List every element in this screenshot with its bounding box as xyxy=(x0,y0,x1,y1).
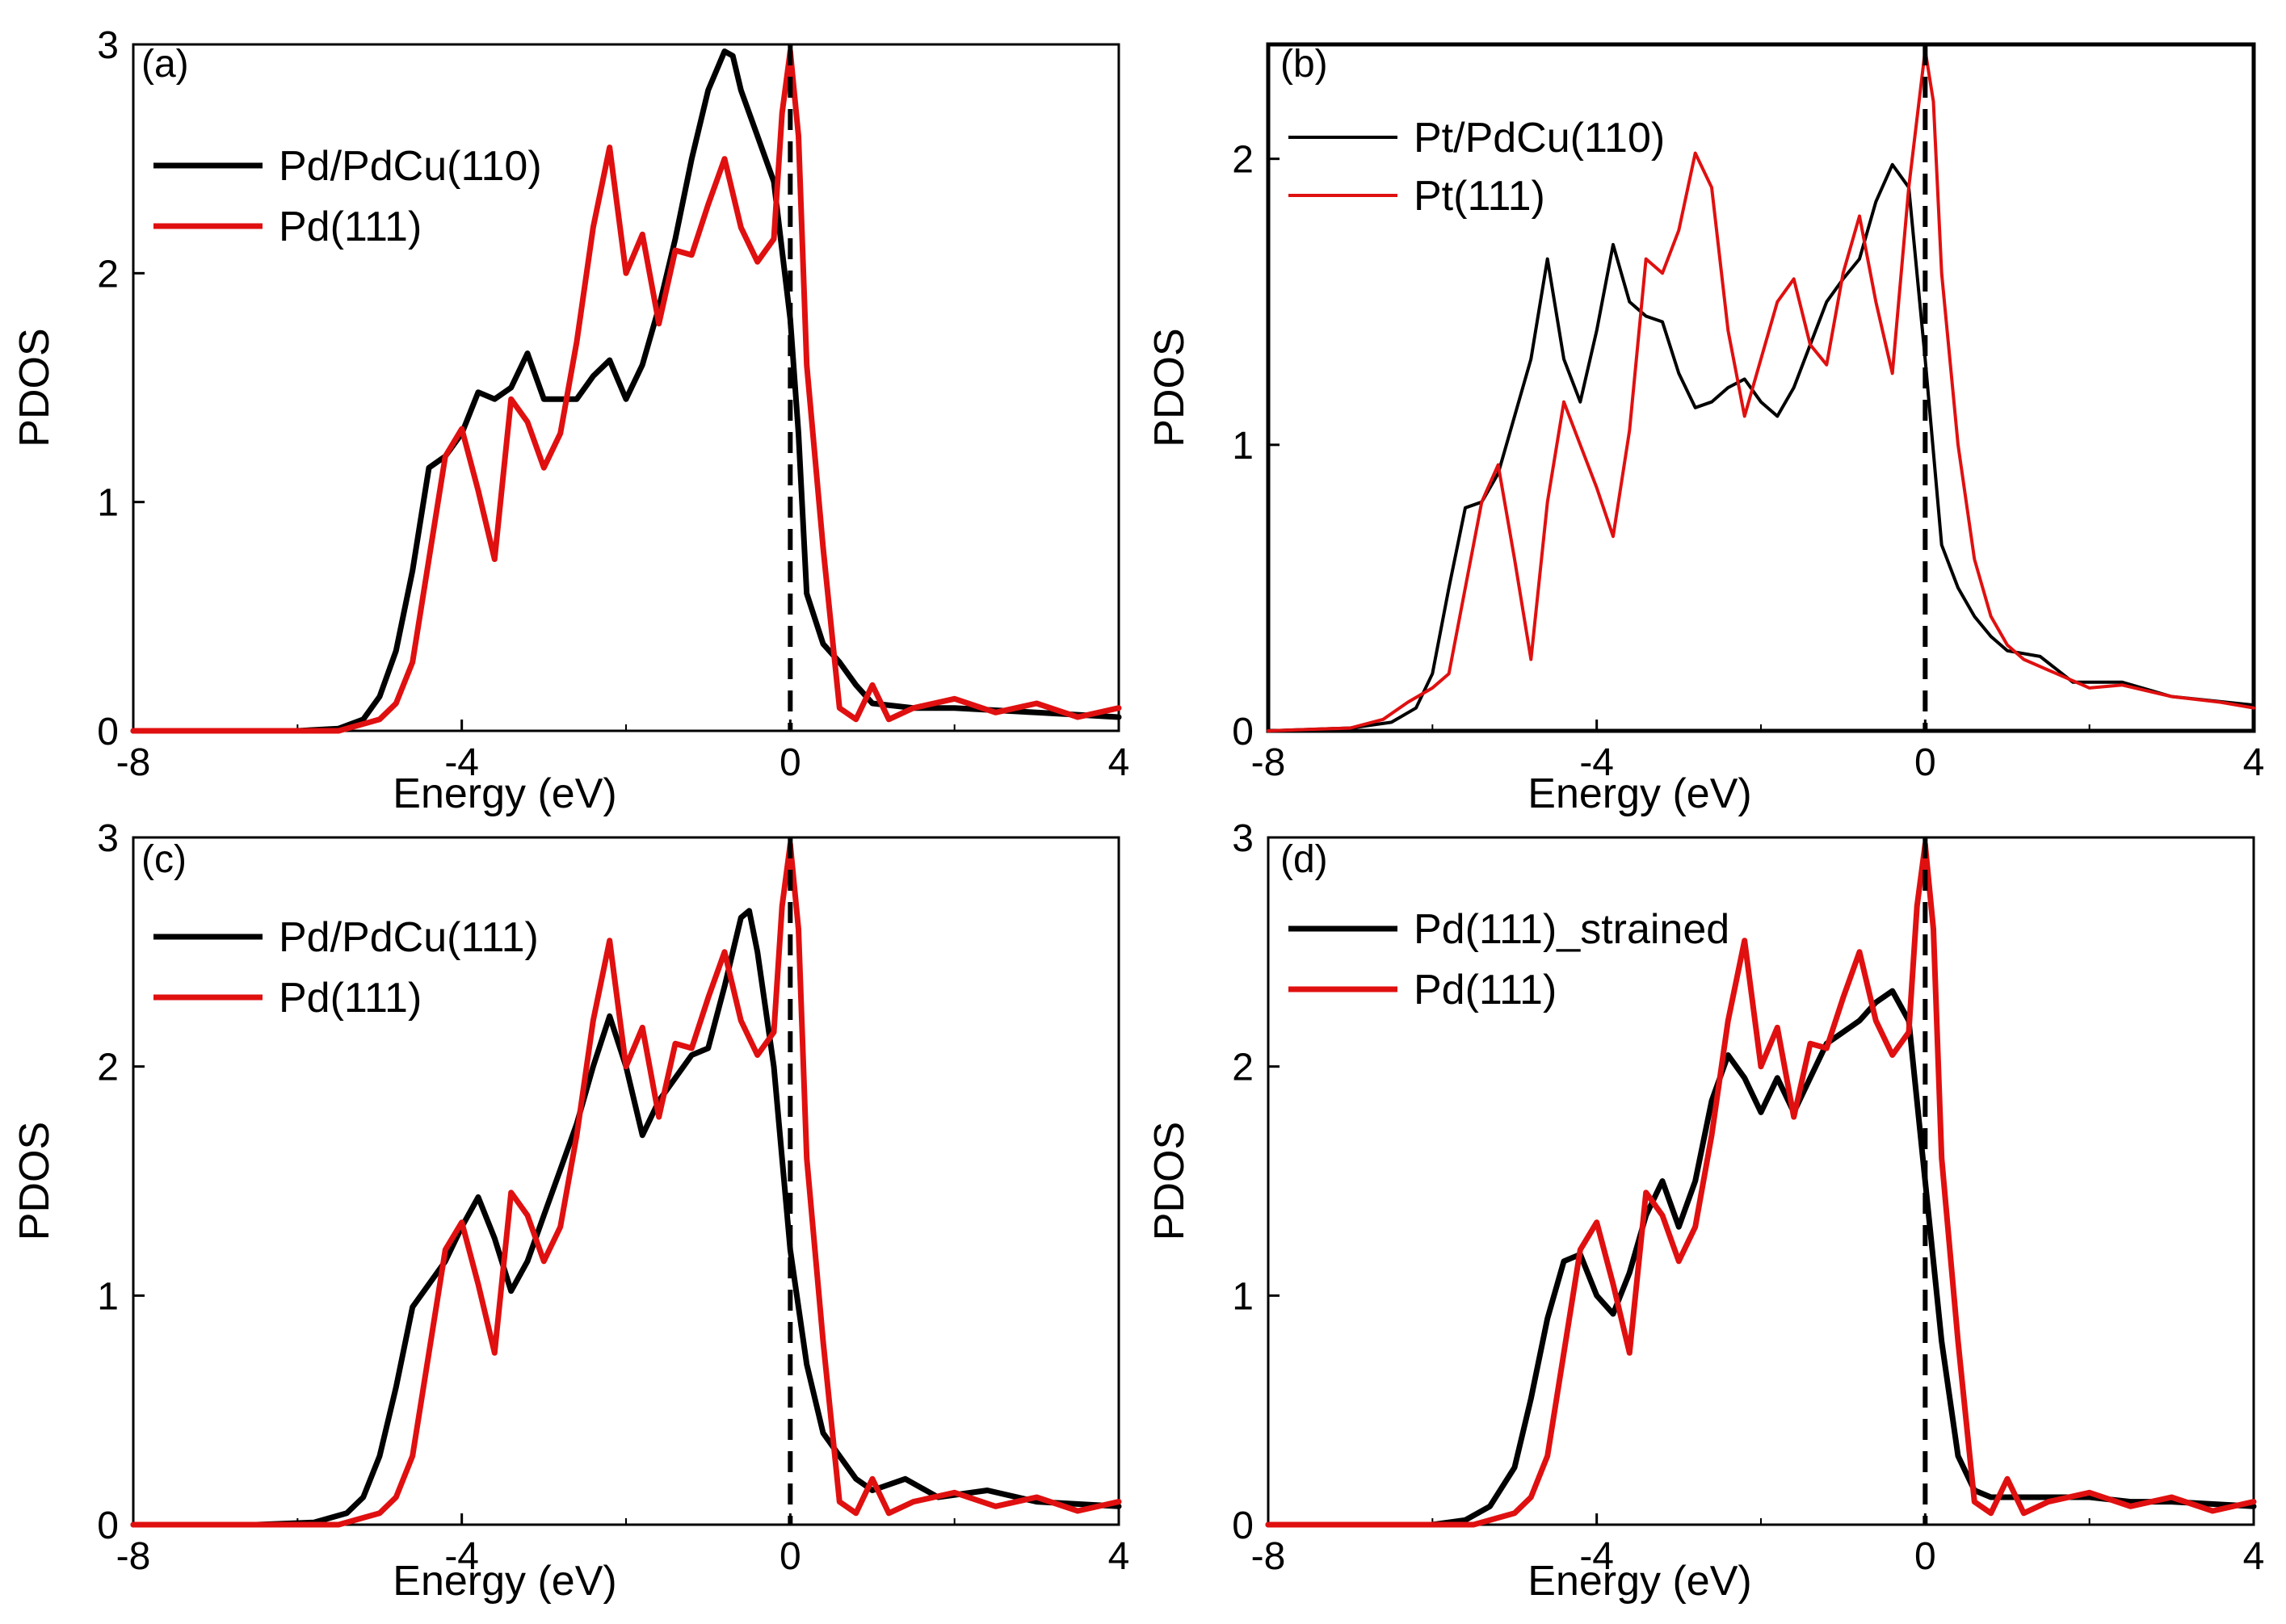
chart-d-ytick-label: 0 xyxy=(1232,1504,1254,1547)
chart-d-ytick-label: 3 xyxy=(1232,817,1254,860)
chart-d-group: -8 -4 0 4 0 1 2 3 Energy (eV) PDOS (d) Pd(111)_stra… xyxy=(1146,817,2264,1605)
chart-c-xtick-label: -8 xyxy=(116,1535,151,1578)
chart-d-xtick-label: -4 xyxy=(1579,1535,1614,1578)
chart-d-ytick-label: 1 xyxy=(1232,1275,1254,1318)
chart-a-xtick-label: 0 xyxy=(780,741,801,784)
chart-c-xtick-label: -4 xyxy=(444,1535,479,1578)
chart-a-ylabel: PDOS xyxy=(11,328,58,447)
chart-c-panel-label: (c) xyxy=(141,838,187,881)
chart-c-ytick-label: 0 xyxy=(97,1504,119,1547)
chart-d-panel-label: (d) xyxy=(1280,838,1328,881)
chart-b-series-2 xyxy=(1267,48,2255,732)
chart-d-ylabel: PDOS xyxy=(1146,1122,1193,1240)
chart-b-xtick-label: -8 xyxy=(1251,741,1286,784)
chart-b-ylabel: PDOS xyxy=(1146,328,1193,447)
chart-b-ytick-label: 0 xyxy=(1232,711,1254,753)
chart-d-legend-label-1: Pd(111)_strained xyxy=(1414,906,1729,953)
chart-a-xtick-label: 4 xyxy=(1108,741,1130,784)
chart-a-xtick-label: -4 xyxy=(444,741,479,784)
chart-b-xtick-label: 0 xyxy=(1914,741,1936,784)
chart-a-ytick-label: 2 xyxy=(97,253,119,296)
chart-a-legend-label-2: Pd(111) xyxy=(279,204,422,250)
chart-a-ytick-label: 1 xyxy=(97,482,119,525)
chart-a-panel-label: (a) xyxy=(141,43,189,86)
chart-d-frame xyxy=(1267,836,2255,1526)
chart-b-xtick-label: 4 xyxy=(2243,741,2265,784)
chart-d-ytick-label: 2 xyxy=(1232,1047,1254,1089)
chart-c-frame xyxy=(132,836,1120,1526)
chart-d-xtick-label: -8 xyxy=(1251,1535,1286,1578)
chart-b-ytick-label: 2 xyxy=(1232,139,1254,182)
chart-d-legend: Pd(111)_strained Pd(111) xyxy=(1288,906,1729,1013)
chart-c-xtick-label: 0 xyxy=(780,1535,801,1578)
chart-c-xtick-label: 4 xyxy=(1108,1535,1130,1578)
chart-d-legend-label-2: Pd(111) xyxy=(1414,967,1557,1013)
chart-a-series-2 xyxy=(130,48,1122,734)
chart-b-frame xyxy=(1266,42,2256,733)
chart-a-ytick-label: 0 xyxy=(97,711,119,753)
chart-c-series-2 xyxy=(130,841,1122,1528)
chart-c-ytick-label: 2 xyxy=(97,1047,119,1089)
chart-c-legend-label-1: Pd/PdCu(111) xyxy=(279,914,539,961)
chart-b-legend-label-1: Pt/PdCu(110) xyxy=(1414,115,1665,162)
chart-d-xlabel: Energy (eV) xyxy=(1528,1558,1751,1605)
chart-c-group: -8 -4 0 4 0 1 2 3 Energy (eV) PDOS (c) Pd/PdCu(111)… xyxy=(11,817,1129,1605)
chart-b-ytick-label: 1 xyxy=(1232,425,1254,468)
chart-b-xtick-label: -4 xyxy=(1579,741,1614,784)
chart-b-legend: Pt/PdCu(110) Pt(111) xyxy=(1288,115,1665,220)
chart-d-xtick-label: 0 xyxy=(1914,1535,1936,1578)
chart-c-legend-label-2: Pd(111) xyxy=(279,975,422,1022)
chart-c-xlabel: Energy (eV) xyxy=(393,1558,616,1605)
chart-d-series-1 xyxy=(1265,988,2257,1528)
chart-b-panel-label: (b) xyxy=(1280,43,1328,86)
chart-c-legend: Pd/PdCu(111) Pd(111) xyxy=(153,914,539,1022)
chart-c-series-1 xyxy=(130,908,1122,1528)
chart-b-xlabel: Energy (eV) xyxy=(1528,770,1751,817)
chart-a-series-1 xyxy=(130,48,1122,734)
chart-a-xlabel: Energy (eV) xyxy=(393,770,616,817)
chart-a-legend-label-1: Pd/PdCu(110) xyxy=(279,143,542,190)
chart-a-frame xyxy=(132,43,1120,732)
chart-c-ytick-label: 3 xyxy=(97,817,119,860)
chart-c-ytick-label: 1 xyxy=(97,1275,119,1318)
chart-c-ylabel: PDOS xyxy=(11,1122,58,1240)
chart-a-legend: Pd/PdCu(110) Pd(111) xyxy=(153,143,542,250)
chart-d-xtick-label: 4 xyxy=(2243,1535,2265,1578)
chart-d-series-2 xyxy=(1265,841,2257,1528)
chart-a-ytick-label: 3 xyxy=(97,24,119,67)
chart-a-xtick-label: -8 xyxy=(116,741,151,784)
chart-b-legend-label-2: Pt(111) xyxy=(1414,173,1545,220)
chart-a-group: -8 -4 0 4 0 1 2 3 Energy (eV) PDOS (a) Pd/PdCu(110)… xyxy=(11,24,1129,817)
